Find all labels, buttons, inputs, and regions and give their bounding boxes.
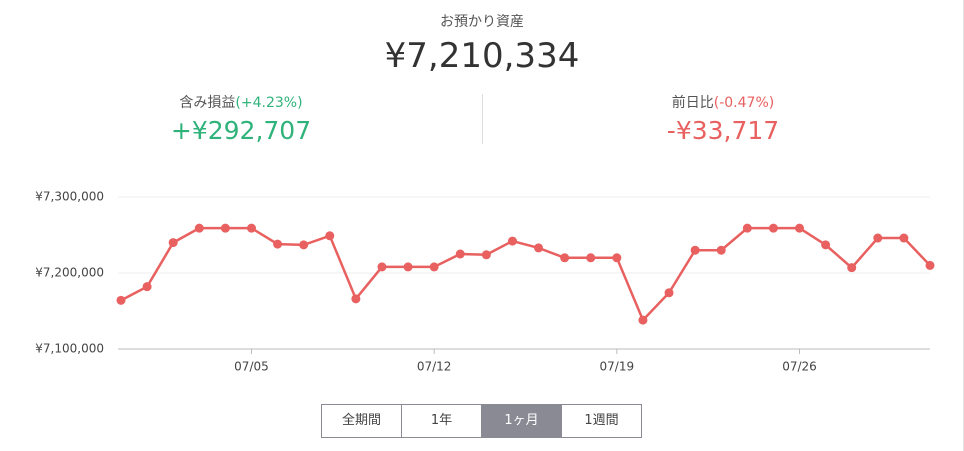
point [403,262,413,272]
point [507,236,517,246]
point [273,239,283,249]
point [638,315,648,325]
y-tick-label: ¥7,300,000 [35,190,104,204]
point [586,253,596,263]
point [168,238,178,248]
divider [482,94,483,144]
point [377,262,387,272]
point [194,223,204,233]
point [534,243,544,253]
point [220,223,230,233]
point [768,223,778,233]
point [560,253,570,263]
point [925,260,935,270]
point [742,223,752,233]
point [899,233,909,243]
x-tick-label: 07/12 [417,360,452,374]
point [246,223,256,233]
point [847,263,857,273]
period-selector: 全期間 1年 1ヶ月 1週間 [321,404,642,438]
change-rate: (-0.47%) [713,95,775,111]
x-tick-label: 07/19 [600,360,635,374]
gain-rate: (+4.23%) [235,95,303,111]
point [821,240,831,250]
point [481,250,491,260]
chart: ¥7,100,000 ¥7,200,000 ¥7,300,000 07/05 07/12… [35,190,935,374]
assets-label: お預かり資産 [440,14,524,30]
period-button[interactable]: 1ヶ月 [481,405,561,437]
point [142,282,152,292]
x-tick-label: 07/05 [234,360,269,374]
gain-value: +¥292,707 [170,116,312,145]
point [612,253,622,263]
assets-value: ¥7,210,334 [384,36,580,76]
period-button[interactable]: 1年 [401,405,481,437]
point [664,288,674,298]
point [429,262,439,272]
change-heading: 前日比(-0.47%) [482,92,963,112]
y-tick-label: ¥7,100,000 [35,342,104,356]
line [120,226,931,323]
period-button[interactable]: 全期間 [322,405,401,437]
point [873,233,883,243]
change-value: -¥33,717 [666,116,780,145]
point [795,223,805,233]
point [299,240,309,250]
point [351,294,361,304]
point [325,231,335,241]
y-tick-label: ¥7,200,000 [35,266,104,280]
point [690,245,700,255]
period-button[interactable]: 1週間 [561,405,641,437]
gain-heading: 含み損益(+4.23%) [0,92,482,112]
change-label: 前日比 [671,95,714,111]
point [116,295,126,305]
x-tick-label: 07/26 [782,360,817,374]
point [716,245,726,255]
point [455,249,465,259]
gain-label: 含み損益 [179,95,236,111]
